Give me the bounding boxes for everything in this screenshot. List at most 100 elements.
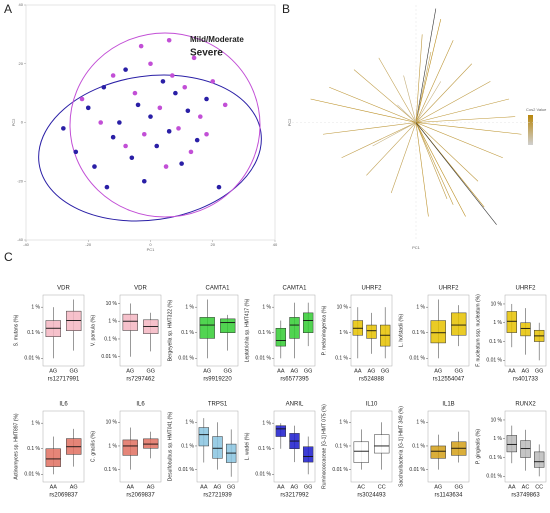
point <box>104 184 110 190</box>
vector <box>310 98 417 123</box>
vector <box>372 122 417 147</box>
y-axis-label: Desulfobulbus sp. HMT041 (%) <box>167 411 173 481</box>
plot-area <box>196 294 239 367</box>
point <box>123 143 128 149</box>
x-tick-label: AG <box>203 368 211 374</box>
box <box>430 445 446 459</box>
vector <box>415 63 473 123</box>
y-tick-label: -20 <box>17 178 24 183</box>
box <box>374 434 390 454</box>
point <box>73 149 79 155</box>
x-tick-label: CC <box>535 484 543 490</box>
panel-title: CAMTA1 <box>283 286 308 292</box>
y-axis-label: Ruminococcaceae [G-1] HMT 075 (%) <box>321 404 327 489</box>
y-axis-label: Saccharibacteria [G-1] HMT 349 (%) <box>398 406 404 487</box>
y-tick-label: 20 <box>19 61 24 66</box>
panel-title: CAMTA1 <box>206 286 231 292</box>
vector <box>415 122 479 182</box>
x-axis-label: PC1 <box>412 245 421 250</box>
y-tick-label: 1 % <box>493 320 502 326</box>
vector <box>415 51 432 123</box>
y-axis-label: PC2 <box>287 118 292 127</box>
plot-area <box>42 294 85 367</box>
x-tick-label: 20 <box>211 242 216 247</box>
box <box>212 436 223 459</box>
vector <box>415 81 442 123</box>
point <box>204 96 209 102</box>
plot-area <box>273 294 316 367</box>
point <box>110 73 116 78</box>
vector <box>322 122 417 135</box>
point <box>216 184 222 190</box>
ellipse <box>38 74 262 222</box>
panel-label: B <box>282 2 290 16</box>
y-tick-label: 1 % <box>262 305 271 311</box>
y-tick-label: 0.1 % <box>27 446 40 452</box>
box <box>122 439 138 456</box>
y-tick-label: 1 % <box>339 420 348 426</box>
x-tick-label: CC <box>378 484 386 490</box>
y-axis-label: L. wadei (%) <box>244 432 250 460</box>
panel-title: UHRF2 <box>515 286 536 292</box>
x-tick-label: AG <box>434 484 442 490</box>
x-tick-label: 40 <box>273 242 278 247</box>
x-axis-label: rs12554047 <box>433 377 465 383</box>
y-tick-label: 0.1 % <box>489 455 502 461</box>
plot-area <box>273 410 316 483</box>
x-tick-label: AG <box>214 484 222 490</box>
x-axis-label: rs6577395 <box>280 377 309 383</box>
vector <box>415 116 516 123</box>
point <box>173 90 178 96</box>
y-tick-label: 0.01 % <box>178 356 194 362</box>
point <box>157 105 163 111</box>
box <box>143 438 159 449</box>
vector <box>415 40 454 123</box>
x-axis-label: rs1143634 <box>435 493 464 499</box>
point <box>169 73 175 78</box>
vector <box>415 81 491 123</box>
point <box>198 114 203 119</box>
x-tick-label: AA <box>354 368 362 374</box>
panel-title: VDR <box>134 286 147 292</box>
vector <box>366 122 417 176</box>
x-tick-label: GG <box>304 484 313 490</box>
point <box>148 61 153 67</box>
y-tick-label: 1 % <box>31 305 40 311</box>
x-tick-label: 0 <box>149 242 152 247</box>
y-tick-label: 0.1 % <box>27 330 40 336</box>
panel-title: ANRIL <box>286 402 304 408</box>
panel-title: RUNX2 <box>515 402 536 408</box>
vector <box>415 98 510 123</box>
y-tick-label: 10 % <box>106 420 118 426</box>
x-axis-label: rs2069837 <box>126 493 155 499</box>
panel-title: UHRF2 <box>438 286 459 292</box>
y-tick-label: 10 % <box>491 301 503 307</box>
point <box>79 96 85 102</box>
x-tick-label: AG <box>434 368 442 374</box>
y-tick-label: 0.01 % <box>486 358 502 364</box>
point <box>194 137 200 143</box>
x-tick-label: AC <box>357 484 365 490</box>
x-tick-label: AC <box>522 484 530 490</box>
point <box>141 131 147 137</box>
box <box>506 435 518 453</box>
x-axis-label: rs3217992 <box>280 493 309 499</box>
legend-entry: Mild/Moderate <box>190 35 244 44</box>
plot-area <box>119 410 162 483</box>
vector <box>397 104 417 123</box>
y-axis-label: Actinomyces sp. HMT897 (%) <box>13 413 19 479</box>
point <box>188 149 194 155</box>
point <box>176 126 181 131</box>
y-tick-label: 10 % <box>106 301 118 307</box>
box <box>302 312 314 334</box>
point <box>148 114 153 119</box>
y-tick-label: -40 <box>17 237 24 242</box>
x-tick-label: GG <box>223 368 232 374</box>
plot-area <box>196 410 239 483</box>
box <box>520 440 531 458</box>
y-tick-label: 1 % <box>262 421 271 427</box>
plot-area <box>504 294 547 367</box>
y-axis-label: PC2 <box>11 118 16 127</box>
vector <box>415 122 503 159</box>
x-axis-label: rs3024493 <box>357 493 386 499</box>
